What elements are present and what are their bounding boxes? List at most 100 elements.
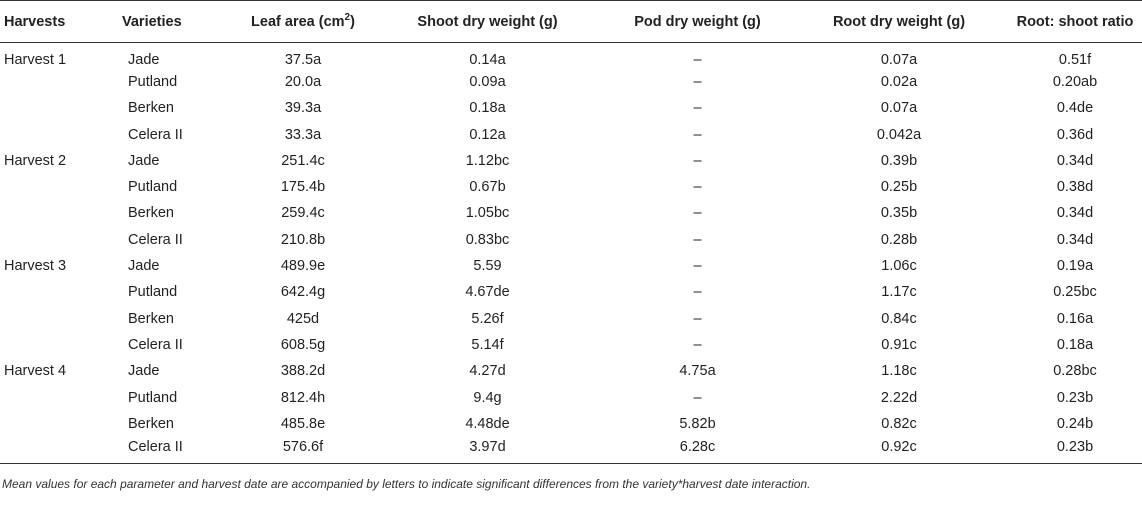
header-leaf-area-superscript: 2: [344, 11, 351, 23]
cell-shoot-dry-weight: 0.09a: [469, 73, 506, 90]
cell-root-dry-weight: 0.07a: [880, 51, 918, 68]
cell-root-shoot-ratio: 0.51f: [1058, 51, 1092, 68]
cell-pod-dry-weight: –: [693, 336, 702, 353]
cell-root-shoot-ratio: 0.4de: [1056, 100, 1094, 117]
cell-variety: Jade: [128, 152, 160, 169]
cell-variety: Putland: [128, 389, 178, 406]
cell-variety: Berken: [128, 310, 174, 327]
cell-root-shoot-ratio: 0.34d: [1056, 152, 1094, 169]
cell-root-shoot-ratio: 0.25bc: [1053, 284, 1097, 301]
cell-leaf-area: 485.8e: [280, 415, 326, 432]
cell-leaf-area: 576.6f: [236, 436, 370, 464]
cell-root-dry-weight: 0.92c: [790, 436, 1008, 464]
cell-harvest: [0, 200, 118, 226]
cell-root-shoot-ratio: 0.23b: [1008, 436, 1142, 464]
cell-pod-dry-weight: 5.82b: [679, 415, 716, 432]
cell-harvest: [0, 121, 118, 147]
table-row: Putland 175.4b 0.67b – 0.25b 0.38d: [0, 174, 1142, 200]
cell-root-dry-weight: 0.07a: [880, 100, 918, 117]
cell-root-shoot-ratio: 0.34d: [1056, 231, 1094, 248]
table-row: Celera II 576.6f 3.97d 6.28c 0.92c 0.23b: [0, 436, 1142, 464]
table-row: Berken 425d 5.26f – 0.84c 0.16a: [0, 305, 1142, 331]
cell-root-dry-weight: 0.91c: [881, 336, 917, 353]
cell-root-shoot-ratio: 0.19a: [1056, 258, 1094, 275]
cell-root-shoot-ratio: 0.20ab: [1052, 73, 1098, 90]
cell-root-dry-weight: 1.18c: [881, 363, 917, 380]
cell-harvest: [0, 411, 118, 437]
cell-pod-dry-weight: –: [693, 179, 702, 196]
header-varieties: Varieties: [118, 0, 236, 43]
cell-pod-dry-weight: –: [693, 152, 702, 169]
cell-pod-dry-weight: –: [693, 205, 702, 222]
cell-root-dry-weight: 0.39b: [880, 152, 918, 169]
cell-root-dry-weight: 0.28b: [880, 231, 918, 248]
cell-root-shoot-ratio: 0.24b: [1056, 415, 1094, 432]
table-row: Harvest 1 Jade 37.5a 0.14a – 0.07a 0.51f: [0, 43, 1142, 69]
cell-pod-dry-weight: –: [693, 310, 702, 327]
cell-leaf-area: 259.4c: [281, 205, 325, 222]
cell-pod-dry-weight: –: [693, 51, 702, 68]
cell-pod-dry-weight: 6.28c: [605, 436, 790, 464]
cell-pod-dry-weight: –: [693, 389, 702, 406]
table-row: Celera II 33.3a 0.12a – 0.042a 0.36d: [0, 121, 1142, 147]
cell-harvest: Harvest 4: [4, 363, 67, 380]
header-root-shoot-ratio: Root: shoot ratio: [1008, 0, 1142, 43]
cell-root-dry-weight: 0.82c: [881, 415, 917, 432]
header-pod-dry-weight: Pod dry weight (g): [605, 0, 790, 43]
cell-root-dry-weight: 0.02a: [880, 73, 918, 90]
cell-root-dry-weight: 0.042a: [876, 126, 922, 143]
cell-harvest: Harvest 2: [4, 152, 67, 169]
cell-harvest: [0, 69, 118, 95]
table-row: Berken 485.8e 4.48de 5.82b 0.82c 0.24b: [0, 411, 1142, 437]
header-row: Harvests Varieties Leaf area (cm2) Shoot…: [0, 0, 1142, 43]
cell-leaf-area: 20.0a: [284, 73, 322, 90]
cell-shoot-dry-weight: 0.18a: [469, 100, 506, 117]
cell-harvest: Harvest 3: [4, 258, 67, 275]
cell-root-shoot-ratio: 0.16a: [1056, 310, 1094, 327]
cell-root-shoot-ratio: 0.23b: [1056, 389, 1094, 406]
cell-shoot-dry-weight: 4.48de: [465, 415, 510, 432]
cell-shoot-dry-weight: 0.83bc: [465, 231, 510, 248]
cell-variety: Celera II: [118, 436, 236, 464]
cell-variety: Putland: [128, 179, 178, 196]
cell-leaf-area: 388.2d: [280, 363, 326, 380]
cell-root-dry-weight: 1.17c: [881, 284, 917, 301]
cell-leaf-area: 425d: [286, 310, 320, 327]
cell-root-dry-weight: 0.84c: [881, 310, 917, 327]
cell-harvest: [0, 305, 118, 331]
cell-pod-dry-weight: –: [693, 73, 702, 90]
data-table: Harvests Varieties Leaf area (cm2) Shoot…: [0, 0, 1142, 464]
cell-root-shoot-ratio: 0.18a: [1056, 336, 1094, 353]
cell-leaf-area: 175.4b: [280, 179, 326, 196]
cell-root-shoot-ratio: 0.36d: [1056, 126, 1094, 143]
cell-shoot-dry-weight: 1.12bc: [465, 152, 510, 169]
table-row: Celera II 210.8b 0.83bc – 0.28b 0.34d: [0, 227, 1142, 253]
cell-variety: Putland: [128, 73, 178, 90]
table-row: Putland 20.0a 0.09a – 0.02a 0.20ab: [0, 69, 1142, 95]
cell-pod-dry-weight: –: [693, 284, 702, 301]
cell-leaf-area: 33.3a: [284, 126, 322, 143]
cell-shoot-dry-weight: 5.59: [473, 258, 502, 275]
cell-leaf-area: 812.4h: [280, 389, 326, 406]
cell-leaf-area: 37.5a: [284, 51, 322, 68]
cell-leaf-area: 251.4c: [281, 152, 325, 169]
cell-leaf-area: 608.5g: [280, 336, 326, 353]
cell-harvest: Harvest 1: [4, 51, 67, 68]
table-row: Harvest 2 Jade 251.4c 1.12bc – 0.39b 0.34d: [0, 148, 1142, 174]
cell-variety: Celera II: [128, 336, 183, 353]
cell-pod-dry-weight: –: [693, 126, 702, 143]
cell-shoot-dry-weight: 0.12a: [469, 126, 506, 143]
table-row: Celera II 608.5g 5.14f – 0.91c 0.18a: [0, 332, 1142, 358]
cell-leaf-area: 642.4g: [280, 284, 326, 301]
cell-harvest: [0, 332, 118, 358]
cell-pod-dry-weight: 4.75a: [679, 363, 716, 380]
cell-pod-dry-weight: –: [693, 258, 702, 275]
header-leaf-area-close: ): [350, 13, 355, 30]
cell-root-shoot-ratio: 0.28bc: [1053, 363, 1097, 380]
cell-harvest: [0, 95, 118, 121]
cell-variety: Jade: [128, 258, 160, 275]
cell-harvest: [0, 436, 118, 464]
header-harvests: Harvests: [0, 0, 118, 43]
cell-shoot-dry-weight: 0.14a: [469, 51, 506, 68]
